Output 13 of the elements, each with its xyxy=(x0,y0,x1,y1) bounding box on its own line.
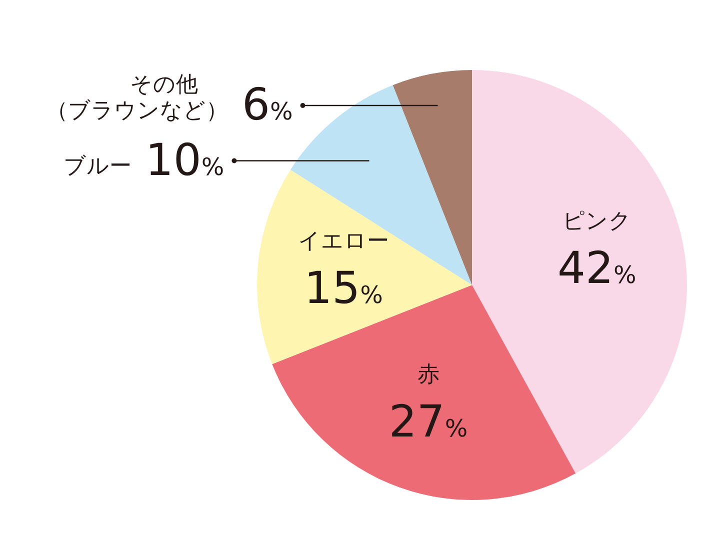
slice-label: ブルー xyxy=(63,154,132,179)
data-label: 42% xyxy=(558,242,636,294)
data-label: 27% xyxy=(388,396,468,448)
slice-label: 赤 xyxy=(417,362,440,388)
data-label: 10% xyxy=(145,134,224,186)
pie-slice xyxy=(257,170,472,364)
pie-slice xyxy=(392,70,472,285)
pie-slice xyxy=(472,70,687,474)
data-label: 15% xyxy=(304,262,383,314)
data-label: 6% xyxy=(242,79,293,130)
slice-label: イエロー xyxy=(298,228,390,254)
slice-label: ピンク xyxy=(562,208,632,234)
slice-label: その他（ブラウンなど） xyxy=(46,72,228,124)
